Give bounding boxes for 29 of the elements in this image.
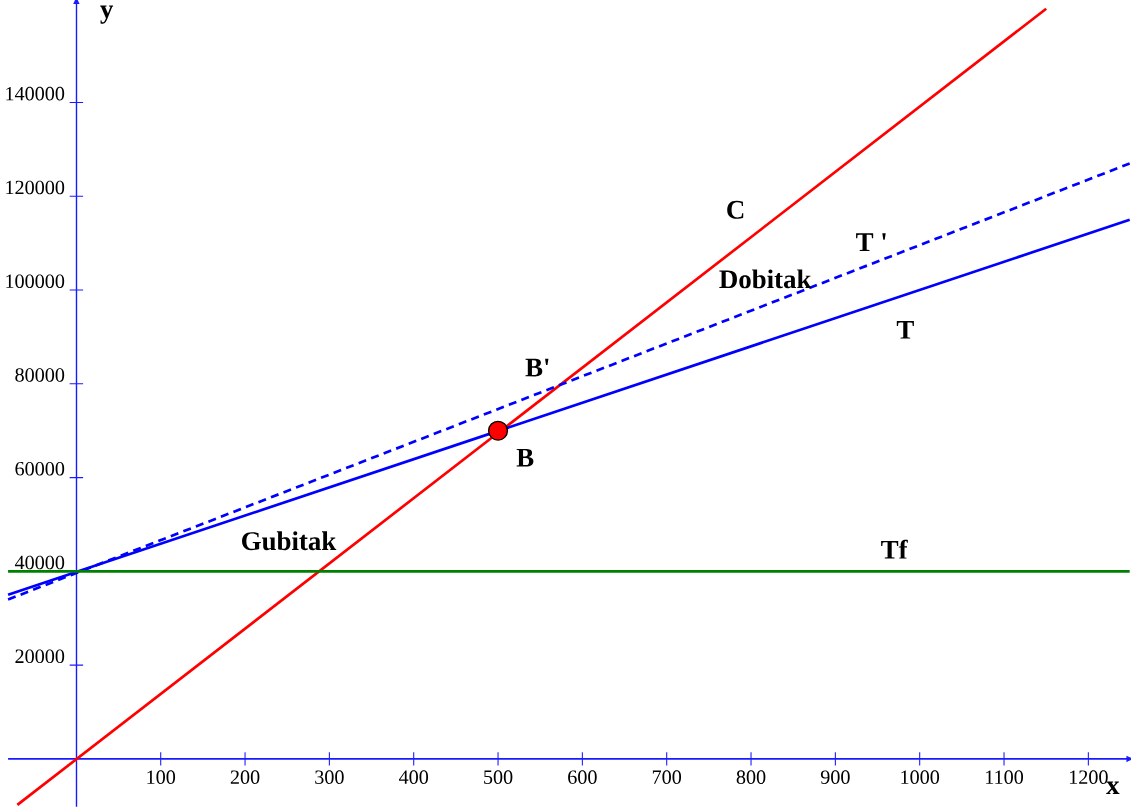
series-label: T [896,321,914,339]
annotation: Gubitak [242,531,337,551]
x-tick-label: 900 [820,770,850,785]
y-axis-title: y [100,5,114,24]
y-tick-label: 80000 [15,368,65,382]
annotation: B' [525,358,549,377]
x-tick-label: 500 [484,770,513,785]
y-tick-label: 140000 [6,87,65,101]
annotation: Dobitak [719,269,812,289]
series-label: T ' [856,233,886,252]
y-tick-label: 20000 [15,649,65,664]
x-tick-label: 700 [652,770,682,785]
series-label: Tf [881,539,908,559]
x-tick-label: 300 [315,770,344,785]
x-tick-label: 1200 [1069,770,1108,785]
y-tick-label: 100000 [6,274,65,289]
series-label: B [516,449,534,467]
series-label: C [727,201,744,220]
y-tick-label: 60000 [15,462,65,476]
x-tick-label: 100 [147,770,176,785]
y-tick-label: 40000 [14,555,65,570]
x-tick-label: 600 [568,770,597,785]
y-tick-label: 120000 [6,180,65,195]
x-axis-title: x [1106,781,1120,795]
x-tick-label: 1000 [901,770,940,785]
x-tick-label: 800 [736,770,766,785]
x-tick-label: 1100 [986,770,1024,785]
x-tick-label: 200 [230,770,260,785]
x-tick-label: 400 [399,770,429,785]
